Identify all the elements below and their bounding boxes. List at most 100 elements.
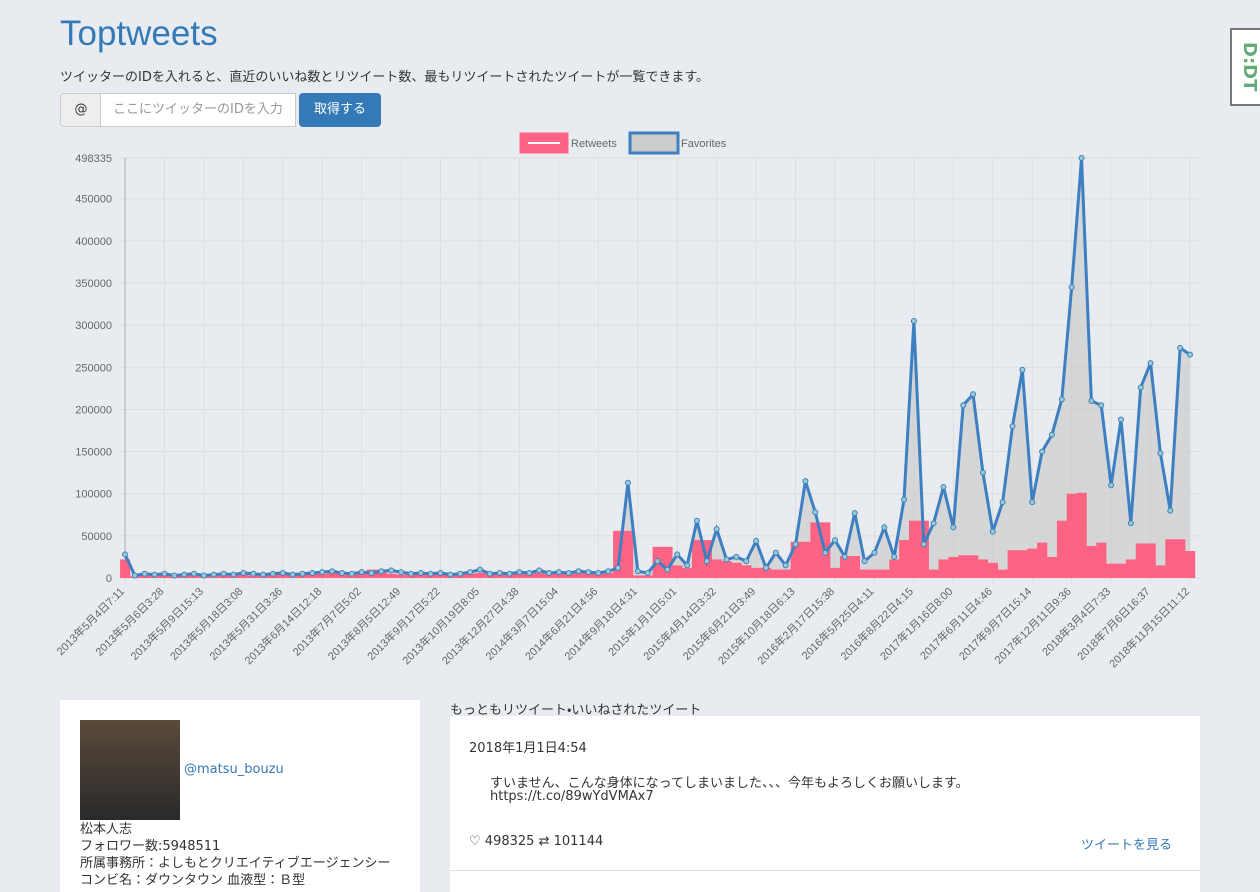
favorite-point [1029, 499, 1036, 506]
retweet-bar [928, 569, 939, 578]
y-tick-label: 100000 [75, 489, 112, 501]
favorite-point [753, 537, 760, 544]
retweet-bar [317, 573, 328, 578]
title: Toptweets [60, 14, 218, 53]
favorite-point [979, 469, 986, 476]
favorite-point [1108, 482, 1115, 489]
retweet-bar [1076, 492, 1087, 578]
profile-info: 所属事務所：よしもとクリエイティブエージェンシー コンビ名：ダウンタウン 血液型… [80, 856, 391, 888]
favorite-point [871, 549, 878, 556]
retweet-bar [1056, 520, 1068, 578]
retweet-bar [859, 569, 870, 578]
favorite-point [1078, 155, 1085, 161]
retweet-bar [721, 561, 732, 578]
favorite-point [575, 568, 582, 575]
tweet-card: 2018年1月1日4:54 すいません、こんな身体になってしまいました、、、今年… [450, 716, 1200, 892]
x-tick-label: 2013年5月18日3:08 [167, 584, 246, 663]
favorite-point [585, 569, 592, 576]
retweet-bar [1135, 543, 1146, 578]
favorite-point [269, 570, 276, 577]
submit-button[interactable]: 取得する [299, 93, 381, 127]
legend-label: Retweets [571, 138, 617, 150]
favorite-count: 498325 [484, 834, 535, 849]
favorite-point [1117, 416, 1124, 423]
chart: 0 50000 100000 150000 200000 250000 300000 3500… [53, 131, 1200, 670]
retweet-bar [692, 540, 703, 578]
followers: フォロワー数:5948511 [80, 839, 221, 854]
favorite-point [398, 569, 405, 576]
retweet-bar [997, 569, 1008, 578]
tweet-link[interactable]: ツイートを見る [1081, 838, 1173, 853]
retweet-bar [1106, 563, 1117, 578]
retweet-bar [849, 556, 860, 578]
favorite-point [960, 402, 967, 409]
favorite-point [1048, 431, 1055, 438]
favorite-point [437, 569, 444, 576]
favorite-point [1137, 384, 1144, 391]
retweet-bar [475, 572, 486, 578]
favorite-point [1068, 284, 1075, 291]
favorite-point [141, 570, 148, 577]
favorite-point [368, 569, 375, 576]
favorite-point [595, 569, 602, 576]
retweet-bar [238, 574, 249, 578]
favorite-point [171, 572, 178, 579]
x-tick-label: 2013年5月4日7:11 [53, 584, 127, 658]
favorite-point [1098, 402, 1105, 409]
x-tick-label: 2015年6月21日3:49 [680, 584, 759, 663]
retweet-bar [958, 555, 969, 578]
retweet-bar [1175, 539, 1186, 578]
legend-swatch [628, 131, 680, 155]
x-tick-label: 2013年9月17日5:22 [364, 584, 443, 663]
favorite-point [624, 479, 631, 486]
retweet-bar [583, 572, 594, 578]
x-tick-label: 2014年3月7日15:04 [482, 584, 561, 663]
favorite-point [240, 569, 247, 576]
favorite-point [920, 541, 927, 548]
favorite-point [802, 478, 809, 485]
retweet-bar [987, 562, 999, 578]
favorite-point [881, 524, 888, 531]
x-tick-label: 2015年10月18日6:13 [715, 584, 798, 667]
retweet-bar [731, 562, 742, 578]
favorite-point [644, 569, 651, 576]
favorite-point [1157, 450, 1164, 457]
favorite-point [407, 570, 414, 577]
favorite-point [131, 572, 138, 579]
retweet-bar [908, 520, 920, 578]
retweet-bar [642, 575, 653, 578]
favorite-point [634, 568, 641, 575]
retweet-bar [918, 520, 929, 578]
retweet-bar [741, 565, 752, 578]
retweet-bar [1165, 539, 1176, 578]
favorite-point [822, 549, 829, 556]
favorite-point [457, 570, 464, 577]
y-tick-label: 350000 [75, 278, 112, 290]
favorite-point [417, 569, 424, 576]
retweet-bar [356, 573, 367, 578]
legend-item: Favorites [628, 131, 727, 155]
favorite-point [546, 569, 553, 576]
retweet-bar [1017, 550, 1028, 578]
y-tick-label: 150000 [75, 447, 112, 459]
id-input[interactable]: ここにツイッターのIDを入力 [100, 93, 296, 127]
retweet-bar [1047, 556, 1058, 578]
x-tick-label: 2017年12月11日9:36 [991, 584, 1073, 666]
retweet-bar [938, 559, 949, 578]
retweet-bar [780, 569, 791, 578]
y-tick-label: 400000 [75, 236, 112, 248]
favorite-point [329, 568, 336, 575]
favorite-point [250, 570, 257, 577]
favorite-point [358, 569, 365, 576]
favorite-point [782, 562, 789, 569]
x-tick-label: 2013年10月19日8:05 [399, 584, 482, 667]
retweet-bar [1086, 545, 1097, 578]
badge[interactable]: D:DT [1230, 28, 1260, 106]
retweet-bar [672, 565, 683, 578]
favorite-point [1127, 520, 1134, 527]
favorite-point [664, 566, 671, 573]
handle[interactable]: @matsu_bouzu [184, 762, 284, 777]
favorite-point [1019, 366, 1026, 373]
tweet-url: https://t.co/89wYdVMAx7 [490, 789, 654, 804]
